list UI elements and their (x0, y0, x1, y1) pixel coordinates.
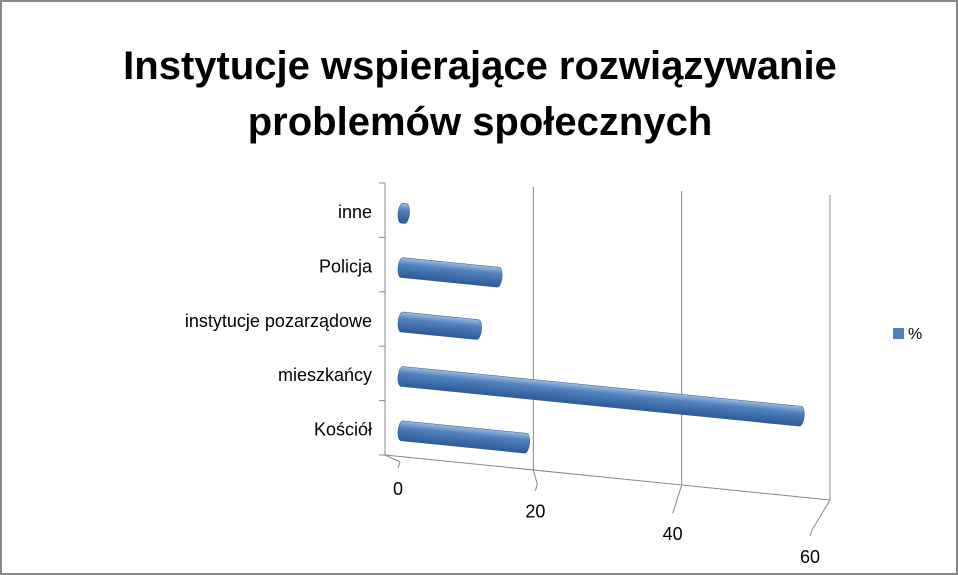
x-axis (384, 454, 831, 501)
y-tick-label: instytucje pozarządowe (185, 311, 372, 331)
legend-label: % (908, 326, 922, 343)
x-tick (809, 529, 813, 537)
x-tick (672, 507, 676, 514)
bar-group (397, 420, 530, 454)
bar (397, 366, 805, 427)
bar-group (397, 257, 503, 288)
x-axis-front (384, 454, 401, 463)
bar (397, 420, 530, 454)
bar (397, 202, 410, 224)
y-tick-label: mieszkańcy (278, 365, 372, 385)
x-tick-label: 20 (525, 501, 545, 521)
bar (397, 311, 482, 340)
bar-group (397, 366, 805, 427)
y-tick-label: inne (338, 202, 372, 222)
chart-title: Instytucje wspierające rozwiązywanie pro… (123, 44, 837, 144)
bar-group (397, 202, 410, 224)
x-tick (534, 484, 538, 491)
bar (397, 257, 503, 288)
y-tick-label: Kościół (314, 420, 372, 440)
bar-group (397, 311, 482, 340)
x-tick-label: 60 (800, 547, 820, 567)
x-tick-label: 40 (663, 524, 683, 544)
y-tick-label: Policja (319, 256, 373, 276)
grid-line (811, 195, 831, 531)
x-tick (397, 461, 401, 469)
legend-swatch (893, 328, 904, 339)
x-tick-label: 0 (393, 479, 403, 499)
grid-line (674, 191, 683, 508)
grid-line (532, 187, 538, 485)
